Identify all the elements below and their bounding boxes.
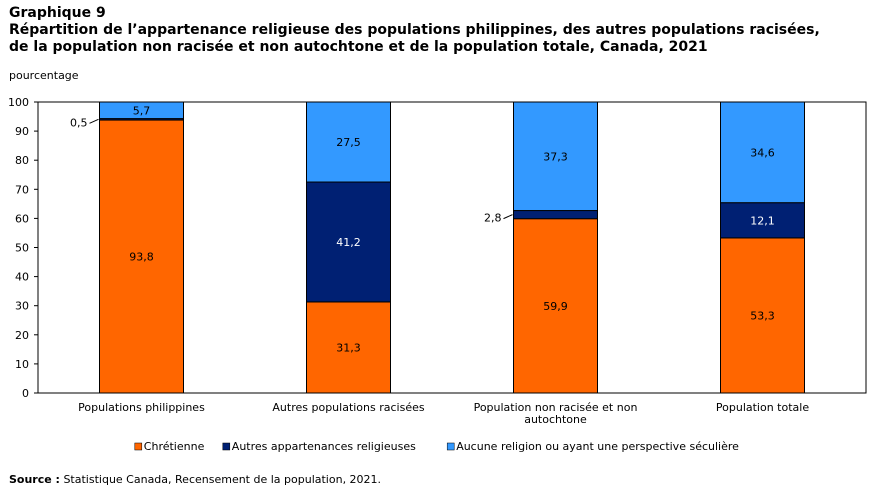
y-tick-label: 20	[15, 329, 29, 342]
stacked-bar-chart: 0 10 20 30 40 50 60 70 80 90 100 93,8 0,5 5,7 Populati…	[8, 96, 867, 453]
x-category-label: Population totale	[716, 401, 809, 414]
source-text: Statistique Canada, Recensement de la po…	[63, 473, 382, 486]
legend-label: Aucune religion ou ayant une perspective…	[456, 440, 739, 453]
legend-label: Chrétienne	[144, 440, 205, 453]
data-label: 5,7	[133, 104, 151, 117]
y-tick-label: 100	[8, 96, 29, 109]
bar-segment	[720, 101, 805, 204]
data-label: 59,9	[543, 300, 568, 313]
x-category-label: Population non racisée et non	[474, 401, 638, 414]
chart-label: Graphique 9	[9, 5, 106, 21]
y-tick-label: 10	[15, 358, 29, 371]
chart-title-line-1: Répartition de l’appartenance religieuse…	[9, 22, 820, 38]
data-label: 2,8	[484, 212, 502, 225]
x-category-label: Autres populations racisées	[272, 401, 424, 414]
bar-segment	[720, 237, 805, 394]
y-tick-label: 90	[15, 125, 29, 138]
x-category-label: autochtone	[524, 413, 587, 426]
y-tick-label: 60	[15, 212, 29, 225]
legend-label: Autres appartenances religieuses	[232, 440, 416, 453]
leader-line	[89, 118, 99, 124]
data-label: 53,3	[750, 309, 775, 322]
data-label: 93,8	[129, 251, 154, 264]
y-tick-label: 40	[15, 271, 29, 284]
legend-swatch	[222, 442, 231, 451]
x-category-label: Populations philippines	[78, 401, 205, 414]
source-label: Source :	[9, 473, 60, 486]
source-note: Source : Statistique Canada, Recensement…	[9, 473, 381, 486]
chart-title-block: Graphique 9 Répartition de l’appartenanc…	[9, 5, 864, 56]
legend-swatch	[446, 442, 455, 451]
bar-segment	[720, 202, 805, 239]
chart-title-line-2: de la population non racisée et non auto…	[9, 39, 708, 55]
bar-segment	[306, 181, 391, 303]
bar-segment	[306, 101, 391, 183]
y-tick-label: 0	[22, 387, 29, 400]
data-label: 31,3	[336, 341, 361, 354]
legend-swatch	[134, 442, 143, 451]
data-label: 12,1	[750, 214, 775, 227]
y-tick-label: 50	[15, 242, 29, 255]
data-label: 41,2	[336, 236, 361, 249]
y-tick-label: 30	[15, 300, 29, 313]
y-axis-unit-label: pourcentage	[9, 69, 79, 82]
bar-segment	[513, 210, 598, 220]
bar-segment	[306, 301, 391, 394]
bar-segment	[99, 101, 184, 120]
data-label: 0,5	[70, 116, 88, 129]
y-tick-label: 70	[15, 183, 29, 196]
data-label: 34,6	[750, 146, 775, 159]
bar-segment	[513, 101, 598, 212]
y-tick-label: 80	[15, 154, 29, 167]
data-label: 27,5	[336, 136, 361, 149]
leader-line	[503, 214, 513, 220]
data-label: 37,3	[543, 150, 568, 163]
